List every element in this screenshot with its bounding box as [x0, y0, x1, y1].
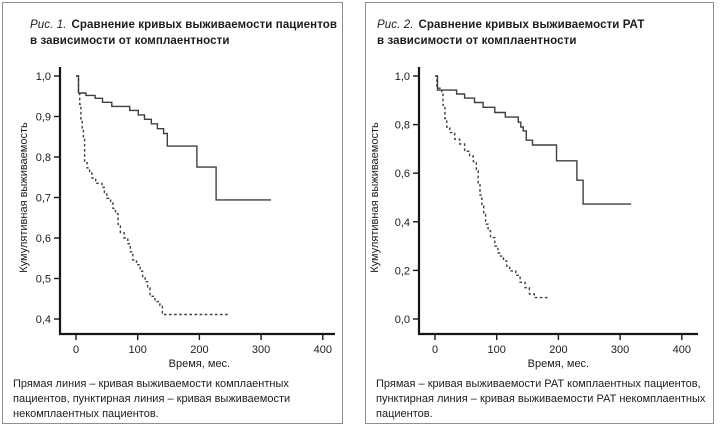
- figure-1-caption: Прямая линия – кривая выживаемости компл…: [13, 377, 290, 422]
- caption-line: пунктирная линия – кривая выживаемости Р…: [376, 393, 706, 405]
- x-tick-label: 400: [673, 344, 691, 356]
- caption-line: Прямая – кривая выживаемости РАТ комплае…: [376, 378, 701, 390]
- caption-line: пациентов, пунктирная линия – кривая выж…: [13, 393, 291, 405]
- y-tick-label: 0,9: [36, 112, 51, 124]
- dashed-survival-curve: [76, 75, 229, 316]
- y-tick-label: 0,4: [36, 314, 51, 326]
- figure-2-title: Рис. 2. Сравнение кривых выживаемости РАТ…: [377, 17, 644, 49]
- figure-1-number: Рис. 1.: [30, 19, 67, 31]
- figure-2-panel: Рис. 2. Сравнение кривых выживаемости РАТ…: [365, 2, 714, 424]
- y-tick-label: 0,4: [395, 217, 410, 229]
- x-tick-label: 100: [488, 344, 506, 356]
- solid-survival-curve: [76, 75, 271, 201]
- y-tick-label: 0,7: [36, 193, 51, 205]
- y-tick-label: 0,2: [395, 265, 410, 277]
- figure-1-title-line2: в зависимости от комплаентности: [30, 35, 230, 47]
- survival-chart-1: 1,0 0,9 0,8 0,7 0,6 0,5 0,4 0 100 200 300 400 Время,…: [18, 67, 335, 370]
- x-axis-label: Время, мес.: [169, 358, 230, 370]
- figure-2-caption: Прямая – кривая выживаемости РАТ комплае…: [376, 377, 705, 422]
- x-tick-label: 200: [549, 344, 567, 356]
- x-tick-label: 0: [73, 344, 79, 356]
- y-tick-label: 0,0: [395, 314, 410, 326]
- y-tick-label: 0,8: [36, 152, 51, 164]
- y-tick-label: 1,0: [395, 71, 410, 83]
- figure-2-title-line2: в зависимости от комплаентности: [377, 35, 577, 47]
- caption-line: пациентов.: [376, 408, 433, 420]
- caption-line: некомплаентных пациентов.: [13, 408, 159, 420]
- figure-2-number: Рис. 2.: [377, 19, 414, 31]
- survival-chart-2: 1,0 0,8 0,6 0,4 0,2 0,0 0 100 200 300 400 Время, ме…: [369, 67, 698, 370]
- x-tick-label: 0: [432, 344, 438, 356]
- y-tick-label: 0,6: [36, 233, 51, 245]
- y-tick-label: 0,5: [36, 274, 51, 286]
- y-tick-label: 0,8: [395, 120, 410, 132]
- caption-line: Прямая линия – кривая выживаемости компл…: [13, 378, 289, 390]
- x-tick-label: 300: [611, 344, 629, 356]
- dashed-survival-curve: [435, 75, 548, 299]
- y-axis-label: Кумулятивная выживаемость: [18, 122, 30, 273]
- solid-survival-curve: [435, 75, 632, 205]
- x-tick-label: 400: [314, 344, 332, 356]
- x-tick-label: 100: [129, 344, 147, 356]
- x-tick-label: 200: [190, 344, 208, 356]
- figure-2-title-line1: Сравнение кривых выживаемости РАТ: [418, 19, 645, 31]
- y-tick-label: 0,6: [395, 168, 410, 180]
- figure-1-panel: Рис. 1. Сравнение кривых выживаемости пац…: [2, 2, 343, 424]
- figure-1-title: Рис. 1. Сравнение кривых выживаемости пац…: [30, 17, 337, 49]
- y-axis-label: Кумулятивная выживаемость: [369, 122, 381, 273]
- x-tick-label: 300: [252, 344, 270, 356]
- x-axis-label: Время, мес.: [528, 358, 589, 370]
- figure-1-title-line1: Сравнение кривых выживаемости пациентов: [71, 19, 338, 31]
- y-tick-label: 1,0: [36, 71, 51, 83]
